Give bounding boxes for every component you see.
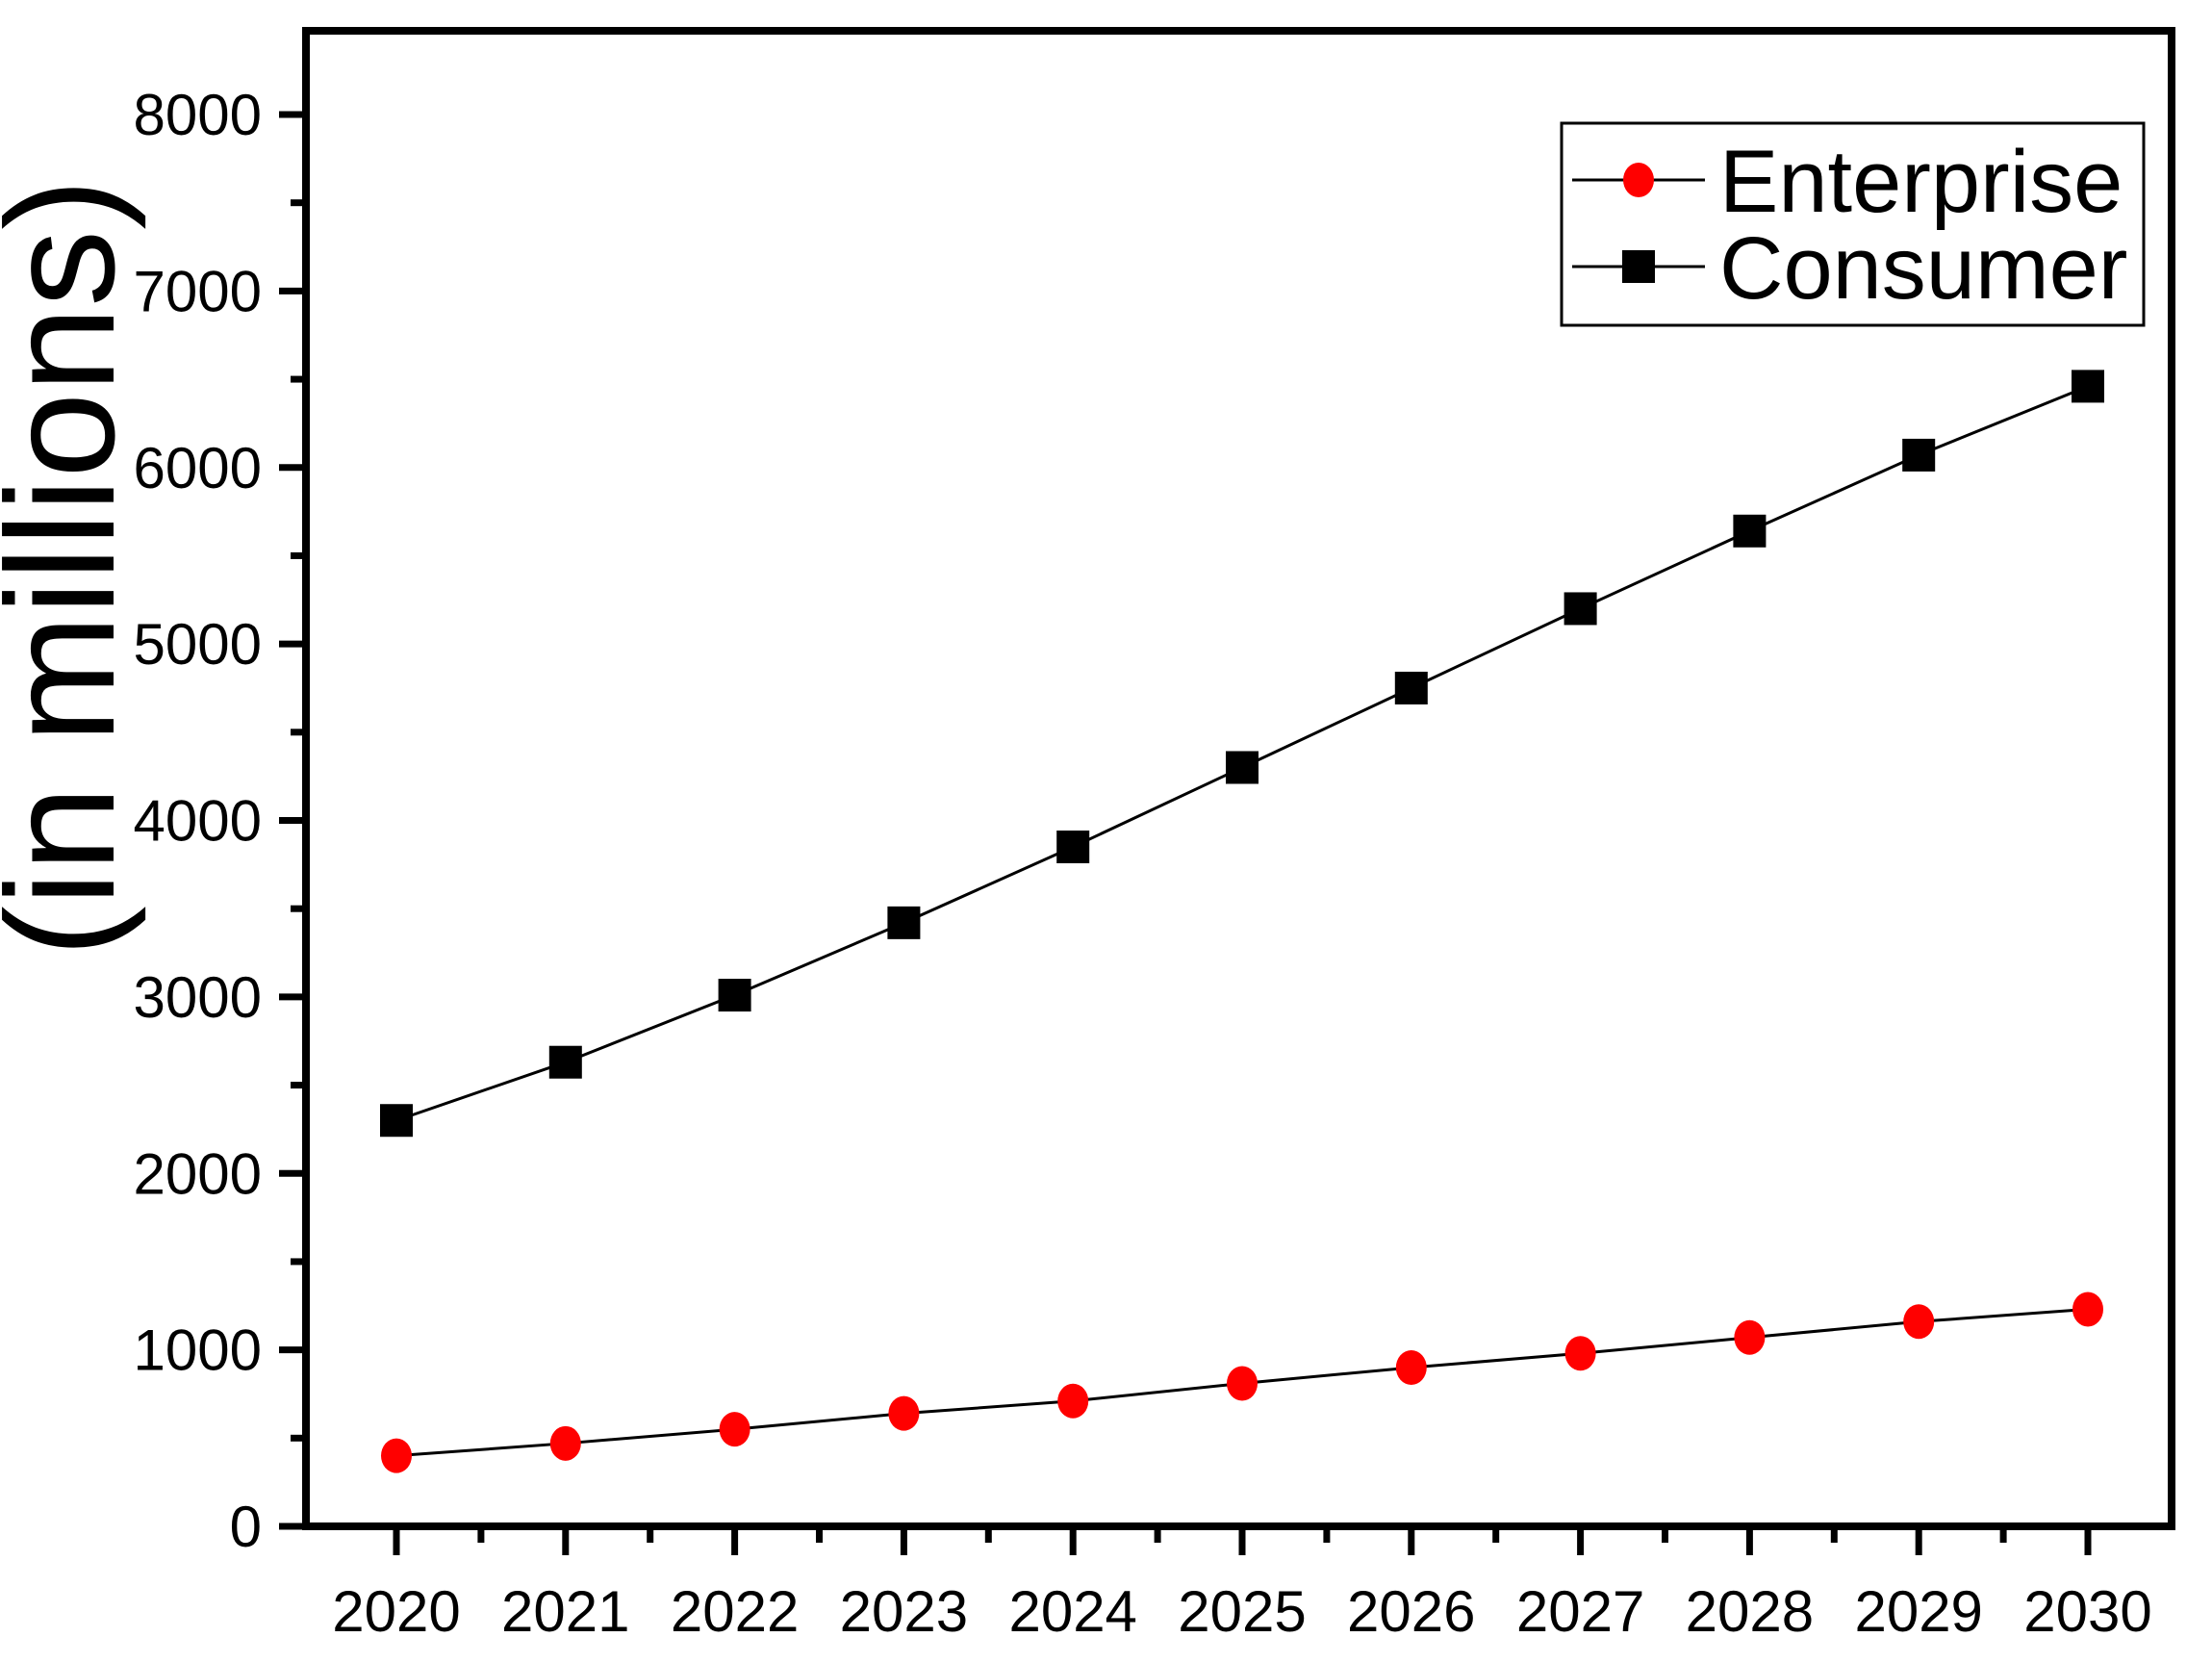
y-axis-tick-label: 3000 [134,965,262,1030]
data-point-enterprise [1227,1366,1258,1401]
y-axis-tick-label: 2000 [134,1141,262,1206]
data-point-consumer [1226,751,1259,784]
x-axis-tick-label: 2029 [1854,1579,1982,1644]
y-axis-tick-label: 4000 [134,789,262,854]
data-point-consumer [887,906,921,939]
data-point-enterprise [888,1395,920,1431]
data-point-consumer [2072,370,2104,403]
y-axis-tick-label: 8000 [134,83,262,147]
data-point-enterprise [549,1425,581,1461]
y-axis-tick-label: 0 [230,1495,262,1559]
x-axis-tick-label: 2022 [671,1579,799,1644]
data-point-consumer [1056,831,1090,864]
x-axis-tick-label: 2020 [332,1579,460,1644]
data-point-enterprise [1734,1319,1766,1355]
data-point-enterprise [719,1412,750,1447]
data-point-consumer [1733,514,1767,548]
y-axis-tick-label: 5000 [134,612,262,677]
data-point-enterprise [1057,1383,1089,1419]
legend-label-enterprise: Enterprise [1719,133,2123,231]
y-axis-tick-label: 7000 [134,259,262,323]
legend-marker-consumer [1622,250,1655,283]
data-point-enterprise [2072,1292,2103,1327]
data-point-consumer [380,1104,413,1138]
y-axis-tick-label: 1000 [134,1318,262,1383]
x-axis-tick-label: 2026 [1347,1579,1475,1644]
data-point-consumer [1564,592,1597,626]
x-axis-tick-label: 2027 [1516,1579,1644,1644]
data-point-consumer [548,1045,582,1079]
legend-marker-enterprise [1623,163,1654,197]
x-axis-tick-label: 2021 [501,1579,629,1644]
legend-box [1560,121,2146,327]
x-axis-tick-label: 2024 [1008,1579,1136,1644]
x-axis-tick-label: 2025 [1178,1579,1306,1644]
data-point-enterprise [381,1438,412,1473]
x-axis-tick-label: 2028 [1686,1579,1814,1644]
data-point-consumer [1902,438,1936,472]
data-point-enterprise [1903,1304,1935,1340]
data-point-consumer [1394,671,1428,704]
x-axis-tick-label: 2030 [2023,1579,2151,1644]
data-point-enterprise [1564,1336,1596,1371]
x-axis-tick-label: 2023 [840,1579,968,1644]
legend-label-consumer: Consumer [1719,219,2127,318]
data-point-enterprise [1395,1349,1427,1385]
data-point-consumer [718,979,751,1012]
y-axis-tick-label: 6000 [134,436,262,500]
y-axis-title: (in millions) [0,179,146,958]
